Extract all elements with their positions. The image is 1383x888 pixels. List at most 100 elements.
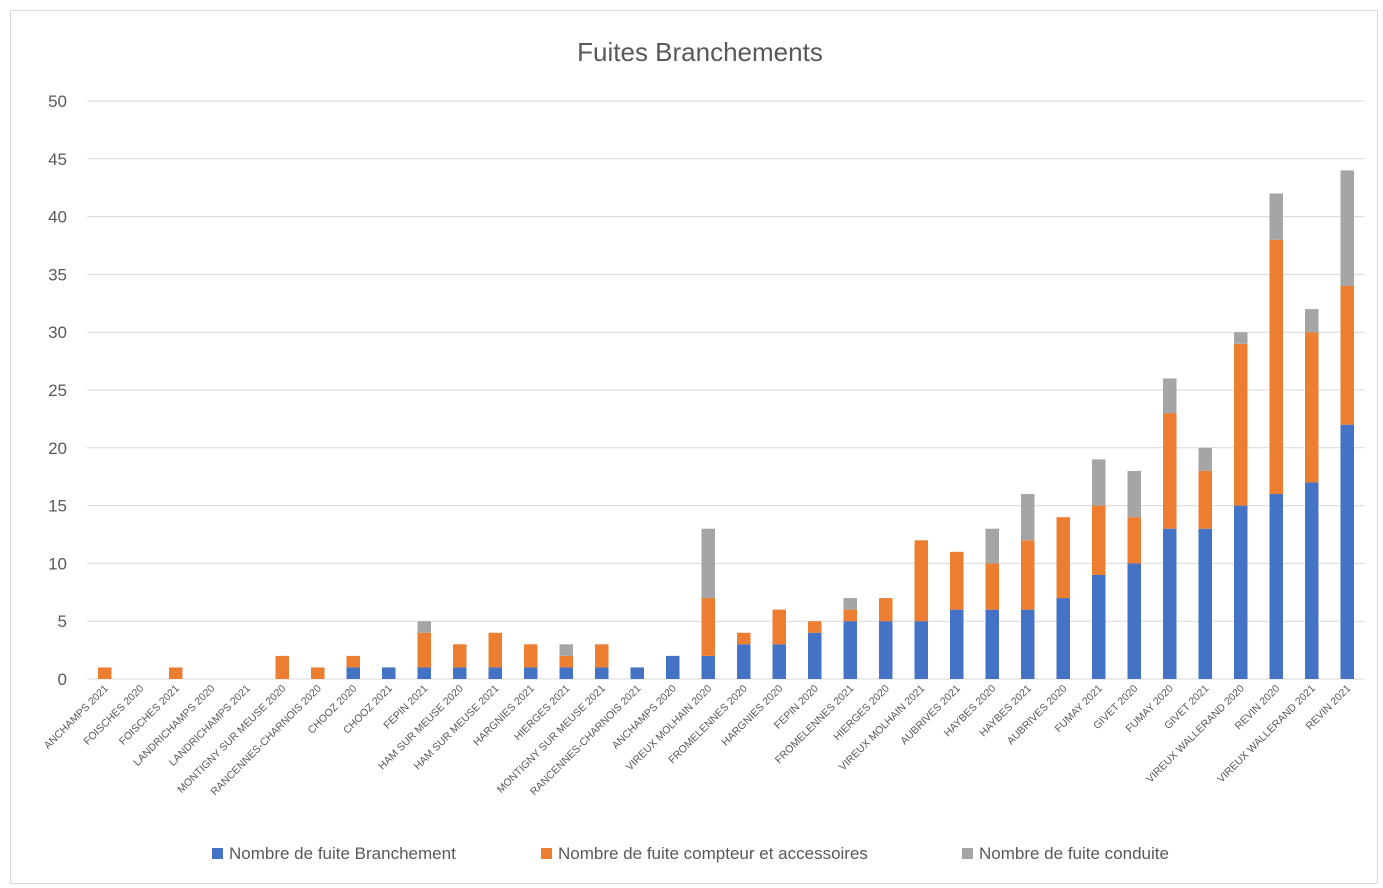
bar-segment [346, 667, 360, 679]
bar-segment [985, 563, 999, 610]
legend-label: Nombre de fuite conduite [979, 844, 1169, 863]
bar-segment [1021, 609, 1035, 679]
bar-segment [382, 667, 396, 679]
legend-swatch [212, 848, 223, 859]
y-tick-label: 30 [48, 323, 67, 342]
bar-segment [737, 632, 751, 645]
bar-segment [1234, 332, 1248, 344]
x-tick-label: FOISCHES 2021 [117, 683, 182, 748]
bar-segment [311, 667, 325, 679]
bar-segment [1163, 378, 1177, 414]
bar-segment [1234, 343, 1248, 506]
bar-segment [879, 598, 893, 622]
bar-segment [169, 667, 183, 679]
bar-segment [772, 609, 786, 645]
y-tick-label: 5 [58, 612, 67, 631]
y-tick-label: 50 [48, 92, 67, 111]
x-tick-label: HARGNIES 2021 [471, 683, 537, 749]
bar-segment [666, 655, 680, 679]
bar-segment [488, 632, 502, 668]
bar-segment [950, 551, 964, 610]
bar-segment [524, 667, 538, 679]
bar-segment [275, 655, 289, 679]
bar-segment [1127, 563, 1141, 679]
y-tick-label: 35 [48, 265, 67, 284]
y-tick-label: 20 [48, 439, 67, 458]
bar-segment [985, 609, 999, 679]
x-tick-label: ANCHAMPS 2020 [610, 683, 679, 752]
y-tick-label: 10 [48, 554, 67, 573]
bar-segment [701, 598, 715, 656]
bar-segment [808, 621, 822, 633]
bar-segment [985, 528, 999, 564]
bar-segment [701, 655, 715, 679]
bar-segment [1163, 413, 1177, 529]
y-tick-label: 40 [48, 208, 67, 227]
bar-segment [1340, 170, 1354, 286]
stacked-bar-chart: Fuites Branchements 0 5 10 15 20 25 30 35 40 45 50… [42, 37, 1365, 863]
x-tick-label: FOISCHES 2020 [81, 683, 146, 748]
bar-segment [98, 667, 112, 679]
bar-segment [1092, 459, 1106, 506]
bar-segment [1269, 193, 1283, 240]
bar-segment [559, 667, 573, 679]
bar-segment [1305, 482, 1319, 679]
bar-segment [1127, 517, 1141, 564]
bar-segment [1305, 309, 1319, 333]
y-tick-label: 45 [48, 150, 67, 169]
bar-segment [559, 655, 573, 668]
chart-title: Fuites Branchements [577, 37, 823, 67]
y-tick-label: 25 [48, 381, 67, 400]
bar-segment [772, 644, 786, 679]
bar-segment [843, 621, 857, 679]
bar-segment [914, 540, 928, 622]
bar-segment [1340, 285, 1354, 425]
bar-segment [1163, 528, 1177, 679]
y-axis-tick-labels: 0 5 10 15 20 25 30 35 40 45 50 [48, 92, 67, 689]
bar-segment [1269, 494, 1283, 679]
bar-segment [417, 632, 431, 668]
gridlines [87, 100, 1365, 680]
bar-segment [843, 609, 857, 622]
bar-segment [1198, 470, 1212, 529]
legend-label: Nombre de fuite Branchement [229, 844, 456, 863]
bar-segment [914, 621, 928, 679]
bar-segment [417, 621, 431, 633]
bar-segment [559, 644, 573, 656]
bar-segment [950, 609, 964, 679]
chart-frame: Fuites Branchements 0 5 10 15 20 25 30 35 40 45 50… [10, 10, 1378, 884]
bar-segment [1056, 517, 1070, 599]
bar-segment [737, 644, 751, 679]
bar-segment [1092, 574, 1106, 679]
legend-label: Nombre de fuite compteur et accessoires [558, 844, 868, 863]
bar-segment [843, 598, 857, 610]
y-tick-label: 0 [58, 670, 67, 689]
bars [98, 170, 1354, 679]
bar-segment [1021, 494, 1035, 541]
bar-segment [1234, 505, 1248, 679]
bar-segment [630, 667, 644, 679]
legend-swatch [541, 848, 552, 859]
bar-segment [1198, 528, 1212, 679]
bar-segment [701, 528, 715, 599]
bar-segment [346, 655, 360, 668]
legend: Nombre de fuite Branchement Nombre de fui… [212, 844, 1169, 863]
bar-segment [1340, 424, 1354, 679]
x-tick-label: ANCHAMPS 2021 [42, 683, 111, 752]
bar-segment [1092, 505, 1106, 575]
bar-segment [1305, 332, 1319, 483]
bar-segment [524, 644, 538, 668]
bar-segment [879, 621, 893, 679]
bar-segment [453, 644, 467, 668]
bar-segment [1056, 598, 1070, 679]
bar-segment [1269, 239, 1283, 495]
bar-segment [1021, 540, 1035, 610]
legend-swatch [962, 848, 973, 859]
x-tick-label: HARGNIES 2020 [720, 683, 786, 749]
bar-segment [453, 667, 467, 679]
y-tick-label: 15 [48, 497, 67, 516]
bar-segment [808, 632, 822, 679]
bar-segment [595, 644, 609, 668]
bar-segment [488, 667, 502, 679]
